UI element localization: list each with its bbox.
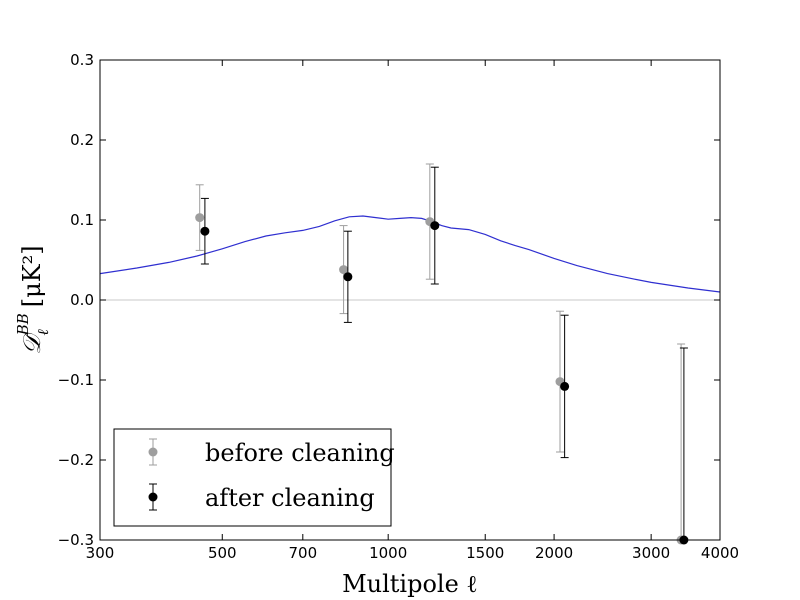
x-tick-label: 300 xyxy=(86,544,115,562)
data-point-before xyxy=(195,184,205,251)
x-tick-label: 700 xyxy=(288,544,317,562)
data-point-after xyxy=(343,230,353,323)
y-tick-label: −0.3 xyxy=(58,531,94,549)
legend: before cleaning after cleaning xyxy=(113,428,395,527)
legend-label-before: before cleaning xyxy=(205,439,395,467)
marker-before xyxy=(339,265,349,275)
y-tick-label: 0.3 xyxy=(70,51,94,69)
x-tick-label: 4000 xyxy=(701,544,739,562)
marker-after xyxy=(560,381,570,391)
x-tick-label: 2000 xyxy=(535,544,573,562)
x-tick-label: 1500 xyxy=(466,544,504,562)
legend-frame xyxy=(113,428,392,527)
svg-text:𝒟ℓBB[μK²]: 𝒟ℓBB[μK²] xyxy=(14,245,52,354)
x-axis-label: Multipole ℓ xyxy=(342,570,478,598)
y-axis-label-unit: [μK²] xyxy=(18,245,46,307)
data-point-after xyxy=(200,197,210,265)
marker-after xyxy=(343,272,353,282)
y-tick-label: 0.1 xyxy=(70,211,94,229)
y-axis-label: 𝒟ℓBB[μK²] xyxy=(14,245,52,354)
y-ticks: −0.3 −0.2 −0.1 0.0 0.1 0.2 0.3 xyxy=(58,51,720,549)
data-point-before xyxy=(339,225,349,315)
legend-label-after: after cleaning xyxy=(205,484,375,512)
y-tick-label: −0.1 xyxy=(58,371,94,389)
marker-after xyxy=(200,226,210,236)
legend-marker-after xyxy=(148,483,158,511)
legend-marker-before xyxy=(148,438,158,466)
y-tick-label: 0.2 xyxy=(70,131,94,149)
model-curve-layer xyxy=(99,215,721,293)
y-tick-label: 0.0 xyxy=(70,291,94,309)
y-axis-label-sup: BB xyxy=(14,313,32,336)
x-ticks: 300 500 700 1000 1500 2000 3000 4000 xyxy=(86,60,739,562)
x-tick-label: 500 xyxy=(208,544,237,562)
model-curve xyxy=(99,215,721,293)
y-axis-label-sub: ℓ xyxy=(34,329,52,335)
errorbar-layer xyxy=(195,163,689,545)
marker-after xyxy=(430,221,440,231)
data-point-after xyxy=(560,314,570,459)
y-tick-label: −0.2 xyxy=(58,451,94,469)
data-point-before xyxy=(555,310,565,453)
x-tick-label: 3000 xyxy=(632,544,670,562)
marker-before xyxy=(195,213,205,223)
data-point-after xyxy=(430,166,440,285)
x-tick-label: 1000 xyxy=(369,544,407,562)
